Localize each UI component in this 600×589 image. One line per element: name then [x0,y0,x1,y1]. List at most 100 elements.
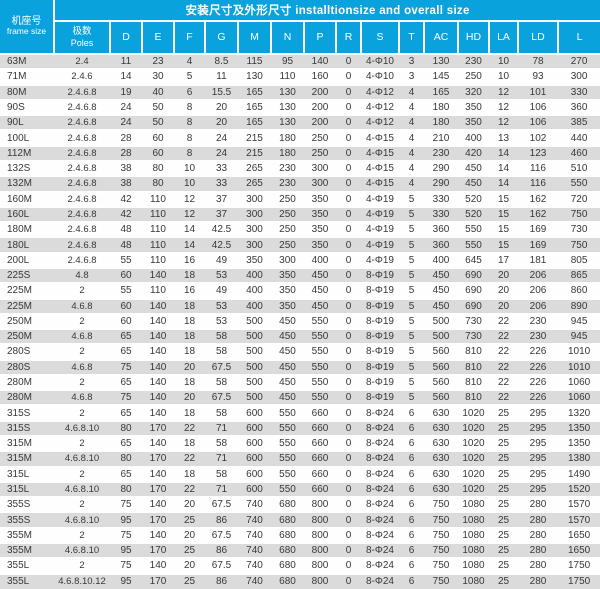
dimension-cell: 280 [518,572,558,589]
dimension-cell: 295 [518,404,558,421]
dimension-cell: 500 [238,328,271,345]
dimension-cell: 58 [205,373,238,391]
dimension-cell: 4-Φ15 [361,175,399,192]
dimension-cell: 8-Φ19 [361,282,399,299]
dimension-cell: 300 [304,159,336,177]
dimension-cell: 0 [336,343,361,360]
dimension-cell: 290 [424,159,458,177]
dimension-cell: 230 [271,175,304,192]
dimension-cell: 330 [558,83,600,100]
dimension-cell: 550 [458,221,489,238]
dimension-cell: 200 [304,114,336,131]
dimension-cell: 33 [205,159,238,177]
dimension-cell: 67.5 [205,358,238,375]
dimension-cell: 0 [336,526,361,543]
dimension-cell: 750 [424,511,458,528]
dimension-cell: 226 [518,343,558,360]
table-row: 355S 2 75 140 20 67.5 740 680 800 0 8-Φ24 6 750 1080 2… [0,496,600,513]
dimension-cell: 6 [399,557,424,574]
dimension-cell: 42.5 [205,221,238,238]
dimension-cell: 18 [174,266,205,284]
dimension-cell: 37 [205,190,238,207]
dimension-cell: 550 [304,389,336,406]
dimension-cell: 230 [424,144,458,161]
dimension-cell: 0 [336,68,361,85]
dimension-cell: 165 [424,83,458,100]
dimension-cell: 20 [205,98,238,116]
dimension-cell: 6 [399,404,424,421]
dimension-cell: 65 [110,373,142,391]
table-row: 315L 2 65 140 18 58 600 550 660 0 8-Φ24 6 630 1020 25 2… [0,465,600,482]
dimension-cell: 71 [205,480,238,498]
frame-size-cell: 250M [0,328,54,345]
frame-size-cell: 80M [0,83,54,100]
dimension-cell: 180 [424,98,458,116]
dimension-cell: 250 [458,68,489,85]
dimension-cell: 4-Φ19 [361,205,399,223]
dimension-cell: 8-Φ19 [361,389,399,406]
poles-cell: 2.4.6.8 [54,236,110,253]
dimension-cell: 17 [489,251,518,268]
dimension-cell: 165 [238,114,271,131]
dimension-cell: 6 [399,572,424,589]
dimension-cell: 20 [174,358,205,375]
dimension-cell: 295 [518,450,558,467]
dimension-cell: 53 [205,266,238,284]
dimension-cell: 0 [336,236,361,253]
dimension-cell: 630 [424,435,458,452]
dimension-cell: 350 [271,297,304,314]
dimension-cell: 6 [399,480,424,498]
dimension-cell: 42.5 [205,236,238,253]
dimension-cell: 58 [205,328,238,345]
dimension-cell: 19 [110,83,142,100]
dimension-cell: 5 [399,297,424,314]
dimension-cell: 550 [271,419,304,437]
dimension-cell: 0 [336,297,361,314]
poles-cell: 2 [54,526,110,543]
dimension-cell: 5 [399,312,424,330]
col-header-t: T [398,21,424,54]
dimension-cell: 110 [271,68,304,85]
dimension-cell: 550 [304,328,336,345]
dimension-cell: 0 [336,328,361,345]
dimension-cell: 206 [518,266,558,284]
frame-size-cell: 100L [0,129,54,146]
dimension-cell: 660 [304,419,336,437]
dimension-cell: 680 [271,526,304,543]
dimension-cell: 106 [518,98,558,116]
dimension-cell: 8 [174,114,205,131]
table-body: 63M 2.4 11 23 4 8.5 115 95 140 0 4-Φ10 3 130 230 10 78 2… [0,52,600,589]
dimension-cell: 18 [174,297,205,314]
dimension-cell: 4-Φ15 [361,159,399,177]
dimension-cell: 24 [110,114,142,131]
dimension-cell: 450 [304,297,336,314]
dimension-cell: 110 [142,251,174,268]
dimension-cell: 86 [205,511,238,528]
table-row: 160M 2.4.6.8 42 110 12 37 300 250 350 0 4-Φ19 5 330 5… [0,190,600,207]
dimension-cell: 0 [336,572,361,589]
dimension-cell: 14 [110,68,142,85]
dimension-cell: 116 [518,159,558,177]
dimension-cell: 25 [489,404,518,421]
dimension-cell: 550 [304,373,336,391]
poles-cell: 2.4.6.8 [54,190,110,207]
dimension-cell: 170 [142,480,174,498]
dimension-cell: 22 [174,480,205,498]
dimension-cell: 730 [558,221,600,238]
dimension-cell: 130 [271,83,304,100]
table-row: 315S 4.6.8.10 80 170 22 71 600 550 660 0 8-Φ24 6 630… [0,419,600,437]
dimension-cell: 58 [205,404,238,421]
dimension-cell: 295 [518,419,558,437]
dimension-cell: 4-Φ15 [361,144,399,161]
dimension-cell: 22 [489,358,518,375]
dimension-cell: 10 [174,159,205,177]
dimension-cell: 50 [142,98,174,116]
dimension-cell: 1320 [558,404,600,421]
poles-cell: 2.4.6.8 [54,144,110,161]
dimension-cell: 730 [458,312,489,330]
dimension-cell: 49 [205,251,238,268]
dimension-cell: 86 [205,572,238,589]
column-header-row: 极数 Poles D E F G M N P R S T AC HD LA LD L [0,21,600,54]
frame-size-cell: 315S [0,419,54,437]
